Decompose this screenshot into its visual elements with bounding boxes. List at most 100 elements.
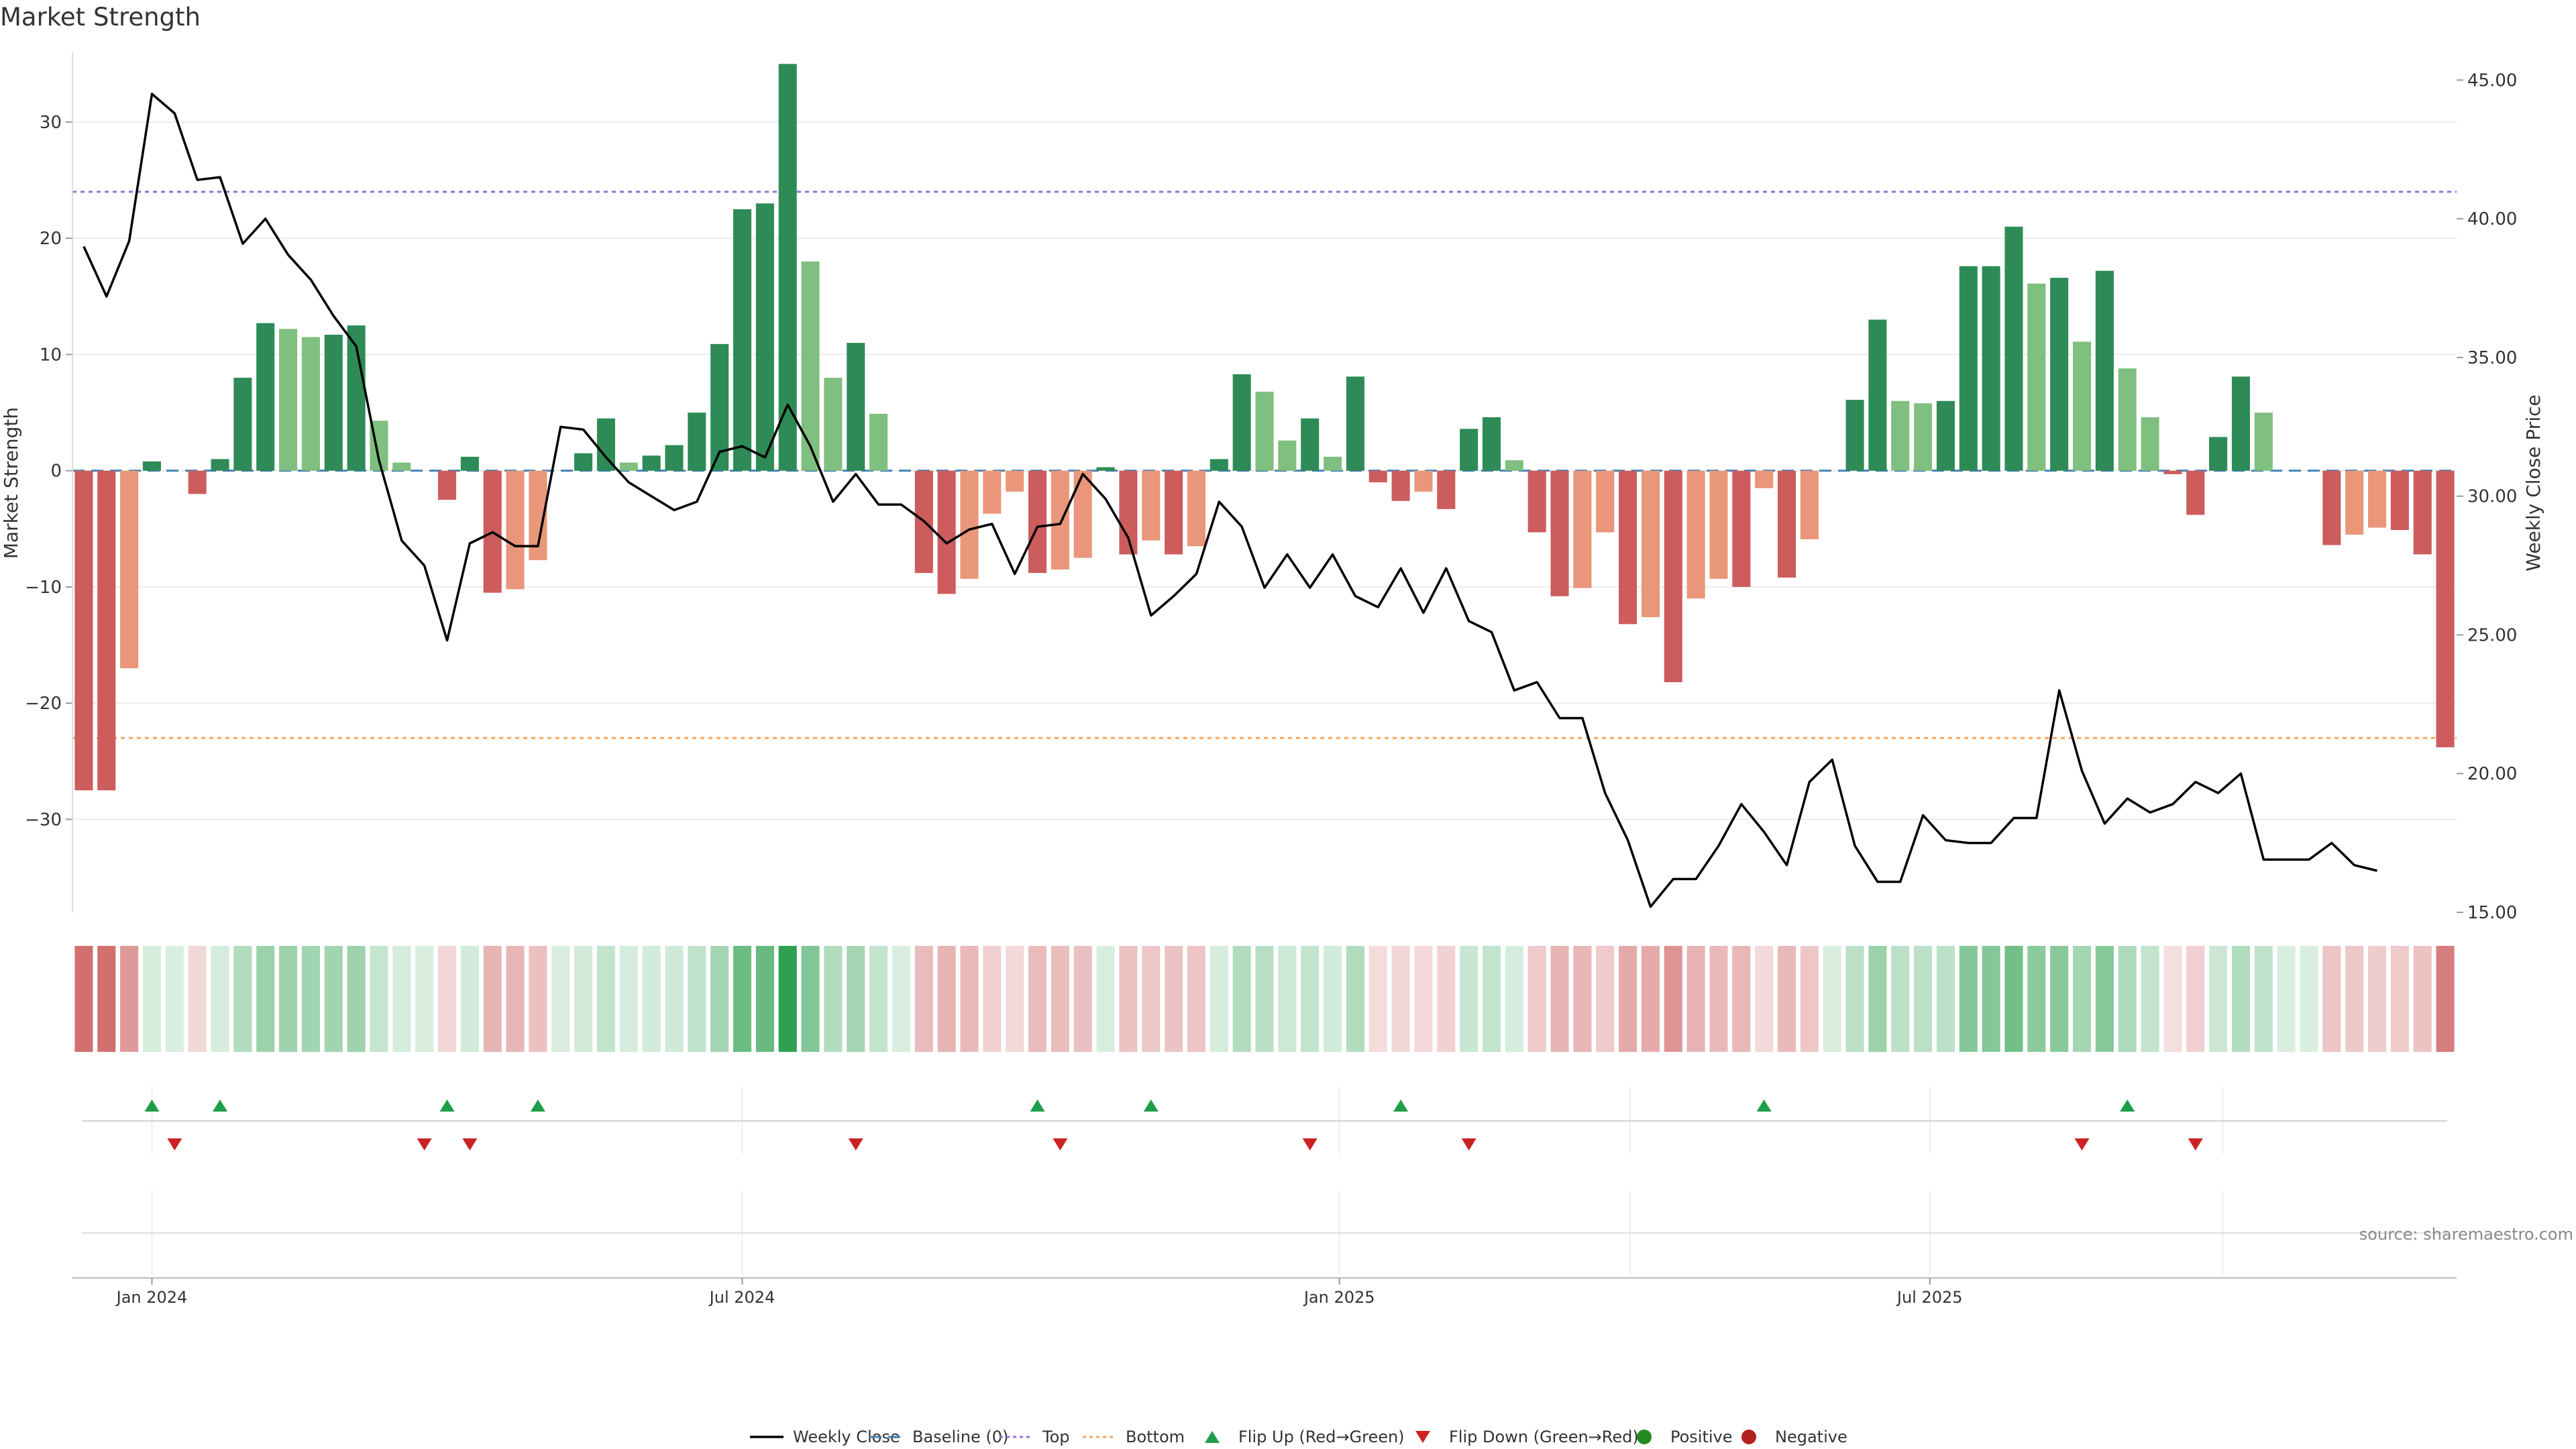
flip-up-marker: [1756, 1099, 1772, 1112]
y2-tick-label: 35.00: [2467, 348, 2517, 368]
strength-bar: [1346, 376, 1364, 471]
heat-cell: [755, 946, 774, 1052]
heat-cell: [1119, 946, 1138, 1052]
strength-bar: [665, 445, 684, 471]
strength-bar: [2050, 278, 2069, 471]
legend-item: Bottom: [1083, 1428, 1185, 1446]
heat-cell: [2345, 946, 2364, 1052]
heat-cell: [937, 946, 956, 1052]
strength-bar: [2231, 376, 2250, 471]
heat-cell: [279, 946, 298, 1052]
strength-bar: [1187, 470, 1205, 547]
strength-bar: [2095, 270, 2114, 471]
heat-cell: [437, 946, 457, 1052]
strength-bar: [937, 470, 956, 594]
flip-markers-panel: [82, 1087, 2447, 1154]
heat-cell: [960, 946, 979, 1052]
heat-cell: [1232, 946, 1251, 1052]
strength-bar: [2390, 470, 2409, 531]
heat-cell: [1165, 946, 1183, 1052]
strength-heat-strip: [74, 946, 2455, 1052]
lower-panel: [82, 1191, 2447, 1275]
strength-bar: [1641, 470, 1660, 617]
y-tick-label: −20: [25, 694, 62, 714]
y-axis-label: Market Strength: [0, 407, 22, 559]
strength-bar: [1232, 374, 1251, 471]
heat-cell: [301, 946, 320, 1052]
legend-label: Flip Up (Red→Green): [1238, 1428, 1405, 1446]
strength-bar: [506, 470, 525, 590]
heat-cell: [392, 946, 411, 1052]
y2-axis-label: Weekly Close Price: [2522, 394, 2544, 571]
heat-cell: [120, 946, 139, 1052]
heat-cell: [1414, 946, 1433, 1052]
heat-cell: [233, 946, 252, 1052]
strength-bar: [1709, 470, 1728, 579]
strength-bar: [801, 261, 820, 471]
heat-cell: [869, 946, 888, 1052]
strength-bar: [1278, 440, 1297, 471]
legend-item: Weekly Close: [750, 1428, 900, 1446]
strength-bar: [142, 461, 162, 471]
legend-item: Negative: [1741, 1428, 1847, 1446]
heat-cell: [1028, 946, 1047, 1052]
strength-bar: [755, 203, 774, 471]
legend-item: Flip Up (Red→Green): [1205, 1428, 1405, 1446]
x-tick-label: Jul 2025: [1896, 1288, 1963, 1307]
strength-bar: [619, 462, 638, 471]
flip-up-marker: [439, 1099, 455, 1112]
heat-cell: [551, 946, 570, 1052]
strength-bar: [1165, 470, 1183, 555]
strength-bar: [642, 455, 661, 471]
weekly-close-line: [83, 93, 2377, 908]
x-tick-label: Jan 2025: [1303, 1288, 1375, 1307]
legend-label: Flip Down (Green→Red): [1449, 1428, 1639, 1446]
y-tick-label: −10: [25, 578, 62, 598]
strength-bar: [233, 378, 252, 471]
strength-bar: [97, 470, 116, 791]
heat-cell: [1437, 946, 1456, 1052]
y2-tick-label: 20.00: [2467, 764, 2517, 784]
strength-bar: [574, 453, 593, 471]
heat-cell: [778, 946, 797, 1052]
heat-cell: [2300, 946, 2318, 1052]
source-note: source: sharemaestro.com: [2359, 1225, 2573, 1244]
heat-cell: [1709, 946, 1728, 1052]
heat-cell: [733, 946, 752, 1052]
flip-down-marker: [1302, 1138, 1318, 1150]
strength-bar: [2141, 417, 2159, 471]
strength-bar: [1437, 470, 1456, 509]
strength-bar: [120, 470, 139, 669]
heat-cell: [1914, 946, 1933, 1052]
strength-bar: [983, 470, 1002, 514]
strength-bar: [1800, 470, 1819, 539]
y-tick-label: −30: [25, 810, 62, 830]
strength-bar: [74, 470, 93, 791]
heat-cell: [483, 946, 502, 1052]
strength-bar: [1482, 417, 1501, 471]
strength-bar: [2004, 226, 2023, 471]
strength-bar: [1982, 266, 2000, 471]
strength-bar: [1868, 319, 1887, 471]
flip-down-marker: [2188, 1138, 2203, 1150]
strength-bar: [1210, 459, 1228, 471]
x-tick-label: Jul 2024: [708, 1288, 775, 1307]
heat-cell: [347, 946, 366, 1052]
strength-bar: [778, 64, 797, 471]
heat-cell: [847, 946, 865, 1052]
heat-cell: [1664, 946, 1682, 1052]
heat-cell: [529, 946, 547, 1052]
y2-tick-label: 30.00: [2467, 487, 2517, 507]
strength-bar: [1255, 391, 1274, 471]
legend-label: Baseline (0): [912, 1428, 1008, 1446]
strength-bar: [1006, 470, 1024, 492]
y2-tick-label: 40.00: [2467, 209, 2517, 229]
heat-cell: [2095, 946, 2114, 1052]
heat-cell: [1732, 946, 1751, 1052]
heat-cell: [2413, 946, 2432, 1052]
strength-bar: [2254, 413, 2273, 471]
heat-cell: [892, 946, 910, 1052]
heat-cell: [97, 946, 116, 1052]
heat-cell: [1368, 946, 1387, 1052]
